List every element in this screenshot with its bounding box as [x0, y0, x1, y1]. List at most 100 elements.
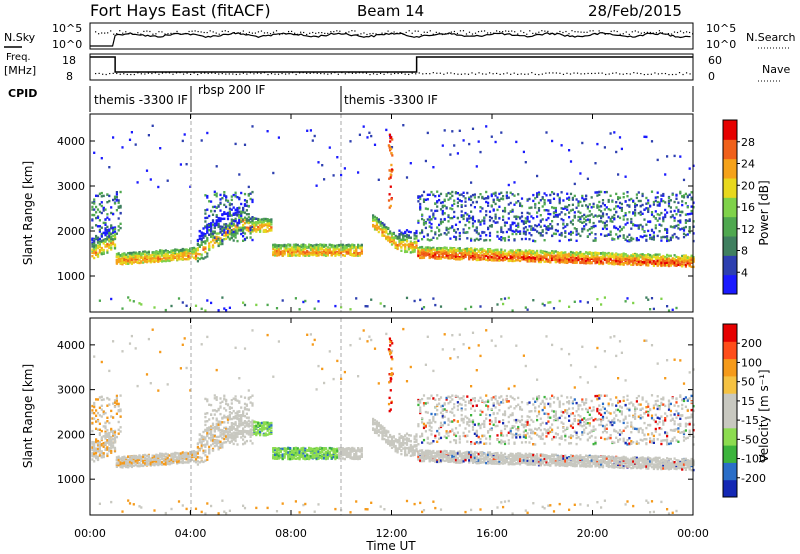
data-cell: [251, 190, 254, 194]
data-cell: [462, 195, 465, 198]
data-cell: [257, 221, 260, 224]
nave-dot: [123, 73, 125, 75]
data-cell: [193, 256, 196, 260]
data-cell: [585, 219, 588, 222]
data-cell: [428, 215, 431, 218]
data-cell: [260, 218, 264, 221]
data-cell: [502, 302, 505, 306]
data-cell: [200, 307, 203, 310]
data-cell: [626, 191, 629, 194]
data-cell: [323, 178, 326, 181]
data-cell: [206, 299, 209, 302]
data-cell: [660, 199, 663, 203]
data-cell: [617, 257, 620, 260]
data-cell: [479, 234, 482, 237]
data-cell: [140, 252, 143, 255]
search-dot: [547, 30, 549, 32]
data-cell: [249, 217, 252, 221]
data-cell: [654, 210, 657, 213]
data-cell: [652, 307, 655, 311]
data-cell: [211, 245, 215, 249]
data-cell: [275, 307, 279, 310]
search-dot: [471, 33, 474, 35]
data-cell: [240, 226, 243, 229]
data-cell: [428, 252, 431, 255]
data-cell: [577, 219, 580, 222]
nave-dot: [137, 72, 139, 74]
data-cell: [249, 236, 252, 239]
search-dot: [122, 32, 124, 34]
data-cell: [283, 246, 286, 249]
data-cell: [488, 231, 492, 235]
nave-dot: [626, 72, 628, 75]
data-cell: [324, 244, 328, 247]
nave-dot: [471, 72, 473, 74]
data-cell: [473, 229, 476, 232]
data-cell: [498, 205, 501, 208]
data-cell: [569, 221, 573, 224]
data-cell: [138, 261, 141, 265]
data-cell: [304, 254, 307, 257]
data-cell: [522, 232, 525, 235]
data-cell: [515, 253, 518, 256]
data-cell: [517, 230, 520, 233]
data-cell: [458, 234, 461, 238]
nave-dot: [140, 73, 142, 75]
data-cell: [232, 206, 235, 209]
nave-dot: [636, 72, 638, 74]
data-cell: [413, 232, 416, 235]
data-cell: [157, 260, 160, 263]
data-cell: [666, 231, 669, 234]
search-dot: [281, 33, 284, 35]
data-cell: [483, 231, 486, 234]
data-cell: [590, 196, 593, 199]
data-cell: [449, 217, 452, 220]
search-dot: [131, 32, 133, 35]
search-dot: [550, 32, 552, 34]
data-cell: [490, 252, 493, 255]
data-cell: [519, 250, 522, 253]
data-cell: [601, 221, 605, 224]
data-cell: [134, 255, 137, 258]
data-cell: [151, 124, 154, 127]
data-cell: [630, 260, 633, 263]
data-cell: [620, 208, 623, 211]
data-cell: [473, 196, 476, 199]
data-cell: [649, 205, 652, 208]
search-dot: [287, 30, 290, 33]
data-cell: [545, 131, 548, 134]
data-cell: [682, 178, 686, 182]
data-cell: [628, 257, 631, 261]
data-cell: [419, 205, 422, 208]
data-cell: [551, 220, 554, 223]
nave-dot: [256, 72, 259, 74]
data-cell: [679, 210, 682, 214]
nave-dot: [386, 72, 389, 74]
data-cell: [426, 218, 429, 221]
data-cell: [594, 214, 597, 217]
nave-dot: [313, 72, 315, 74]
data-cell: [632, 223, 635, 226]
data-cell: [600, 205, 603, 208]
data-cell: [106, 236, 109, 239]
data-cell: [211, 231, 215, 235]
data-cell: [213, 209, 216, 213]
nave-dot: [270, 73, 273, 75]
data-cell: [607, 262, 610, 265]
data-cell: [586, 252, 589, 256]
data-cell: [571, 198, 574, 201]
data-cell: [530, 228, 533, 231]
data-cell: [419, 202, 422, 206]
data-cell: [573, 261, 576, 264]
data-cell: [635, 253, 638, 256]
data-cell: [526, 220, 529, 223]
data-cell: [681, 260, 684, 263]
date-label: 28/Feb/2015: [588, 2, 682, 20]
data-cell: [569, 233, 573, 236]
data-cell: [98, 219, 101, 222]
data-cell: [112, 212, 115, 216]
data-cell: [232, 222, 235, 225]
data-cell: [204, 240, 207, 243]
data-cell: [226, 234, 230, 237]
search-dot: [583, 31, 585, 33]
